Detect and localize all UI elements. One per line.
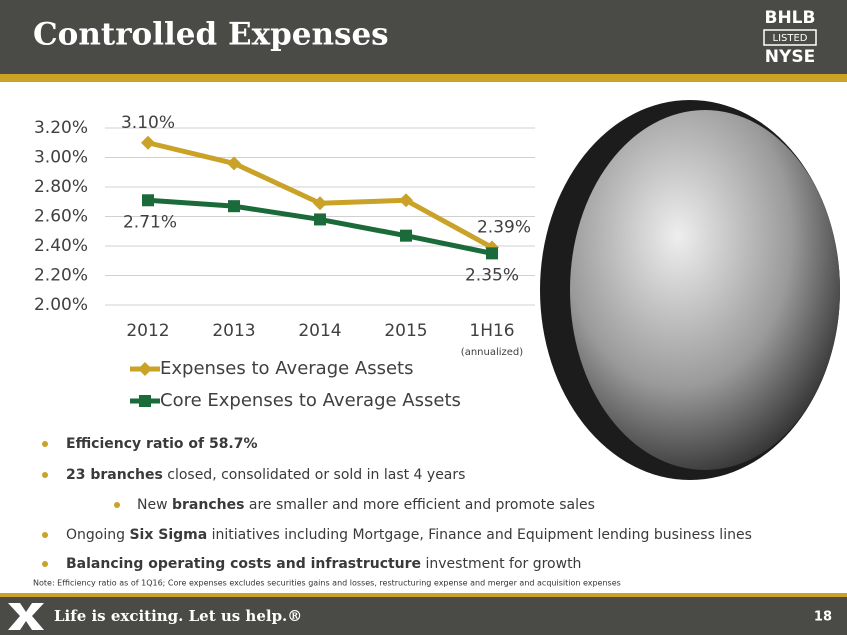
y-tick-label: 2.00% [34, 295, 88, 315]
page-number: 18 [814, 610, 832, 625]
point-marker [314, 213, 326, 226]
point-marker [399, 193, 413, 208]
logo-text: BHLB [765, 8, 816, 28]
legend-label: Core Expenses to Average Assets [160, 390, 461, 411]
brand-icon [8, 603, 44, 630]
legend-label: Expenses to Average Assets [160, 358, 414, 379]
bullet-dot [42, 441, 48, 447]
y-tick-label: 3.20% [34, 118, 88, 138]
x-tick-label: 2014 [298, 321, 341, 341]
data-label: 3.10% [121, 113, 175, 133]
bullet-segment: initiatives including Mortgage, Finance … [207, 527, 752, 543]
bullet-text: New branches are smaller and more effici… [137, 497, 595, 513]
y-tick-label: 2.20% [34, 266, 88, 286]
bullet-segment: Ongoing [66, 527, 129, 543]
legend-marker [139, 395, 151, 407]
point-marker [141, 135, 155, 150]
bullet-text: Balancing operating costs and infrastruc… [66, 556, 581, 572]
bullet-segment: investment for growth [421, 556, 581, 572]
footnote: Note: Efficiency ratio as of 1Q16; Core … [33, 579, 621, 588]
y-tick-label: 3.00% [34, 148, 88, 168]
header-bar [0, 0, 847, 74]
logo-text: NYSE [765, 47, 815, 67]
slide-title: Controlled Expenses [33, 17, 389, 53]
bullet-text: 23 branches closed, consolidated or sold… [66, 467, 465, 483]
x-tick-label: 2015 [384, 321, 427, 341]
point-marker [142, 194, 154, 207]
bullet-text: Ongoing Six Sigma initiatives including … [66, 527, 752, 543]
logo-text: LISTED [773, 33, 808, 44]
footer-bar [0, 597, 847, 635]
y-tick-label: 2.60% [34, 207, 88, 227]
y-tick-label: 2.40% [34, 236, 88, 256]
bullet-segment: are smaller and more efficient and promo… [244, 497, 594, 513]
bullet-dot [42, 532, 48, 538]
bullet-dot [42, 472, 48, 478]
bullet-dot [114, 502, 120, 508]
point-marker [400, 229, 412, 242]
x-tick-note: (annualized) [461, 347, 523, 358]
chart: 2.00% 2.20% 2.40% 2.60% 2.80% 3.00% 3.20% 2012 2… [34, 113, 535, 411]
point-marker [227, 156, 241, 171]
bullet-segment: closed, consolidated or sold in last 4 y… [163, 467, 466, 483]
y-tick-label: 2.80% [34, 177, 88, 197]
x-tick-label: 2013 [212, 321, 255, 341]
data-label: 2.39% [477, 217, 531, 237]
bullet-dot [42, 561, 48, 567]
data-label: 2.35% [465, 265, 519, 285]
bullet-segment: 23 branches [66, 467, 163, 483]
logo-box [763, 29, 817, 46]
x-tick-label: 2012 [126, 321, 169, 341]
point-marker [313, 196, 327, 211]
point-marker [486, 247, 498, 260]
bullet-text: Efficiency ratio of 58.7% [66, 436, 258, 452]
bullet-segment: Balancing operating costs and infrastruc… [66, 556, 421, 572]
coin-face [570, 110, 840, 470]
bullet-segment: Efficiency ratio of 58.7% [66, 436, 258, 452]
bullet-list: Efficiency ratio of 58.7% 23 branches clo… [42, 436, 752, 572]
tagline: Life is exciting. Let us help.® [54, 607, 302, 625]
bullet-segment: New [137, 497, 172, 513]
x-tick-label: 1H16 [469, 321, 514, 341]
bullet-segment: branches [172, 497, 244, 513]
legend-marker [138, 362, 152, 376]
data-label: 2.71% [123, 212, 177, 232]
bullet-segment: Six Sigma [129, 527, 207, 543]
point-marker [228, 200, 240, 213]
header-rule [0, 74, 847, 82]
footer-rule [0, 593, 847, 597]
